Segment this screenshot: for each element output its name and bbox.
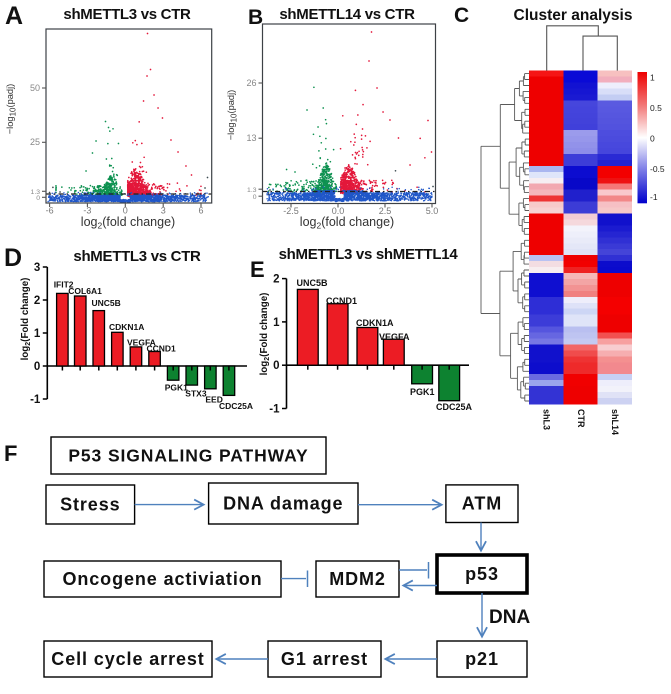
svg-text:CCND1: CCND1: [147, 344, 177, 354]
svg-text:3: 3: [161, 206, 166, 216]
svg-text:DNA damage: DNA damage: [223, 494, 343, 514]
svg-text:0: 0: [34, 361, 40, 373]
svg-text:0: 0: [36, 195, 40, 202]
svg-text:2: 2: [273, 274, 279, 286]
svg-text:−log10(padj): −log10(padj): [5, 84, 18, 135]
svg-text:shL14: shL14: [610, 409, 620, 435]
svg-text:ATM: ATM: [462, 494, 502, 514]
svg-text:0.5: 0.5: [650, 103, 662, 113]
svg-text:log2(fold change): log2(fold change): [300, 215, 394, 231]
svg-text:UNC5B: UNC5B: [297, 278, 329, 288]
svg-text:log2(Fold change): log2(Fold change): [20, 278, 32, 361]
svg-text:1: 1: [650, 73, 655, 83]
svg-text:-0.5: -0.5: [650, 164, 665, 174]
svg-text:3: 3: [34, 262, 40, 274]
svg-text:shMETTL3 vs CTR: shMETTL3 vs CTR: [63, 6, 191, 23]
svg-text:-2.5: -2.5: [283, 206, 299, 216]
svg-text:B: B: [248, 6, 263, 29]
svg-text:-1: -1: [650, 192, 658, 202]
svg-text:-1: -1: [30, 394, 41, 406]
svg-text:E: E: [250, 257, 265, 282]
svg-text:1.3: 1.3: [31, 189, 41, 196]
svg-text:DNA: DNA: [489, 607, 530, 628]
svg-text:UNC5B: UNC5B: [92, 298, 121, 308]
svg-text:0.0: 0.0: [332, 206, 345, 216]
svg-text:50: 50: [30, 83, 40, 93]
svg-text:VEGFA: VEGFA: [127, 338, 156, 348]
svg-text:0: 0: [253, 194, 257, 201]
svg-text:Oncogene activiation: Oncogene activiation: [62, 569, 262, 589]
svg-text:25: 25: [30, 137, 40, 147]
svg-text:F: F: [4, 441, 17, 466]
svg-text:−log10(padj): −log10(padj): [226, 90, 239, 141]
svg-text:A: A: [5, 2, 23, 30]
svg-text:5.0: 5.0: [426, 206, 439, 216]
svg-text:Cell cycle arrest: Cell cycle arrest: [51, 649, 204, 669]
svg-text:shMETTL3 vs CTR: shMETTL3 vs CTR: [73, 248, 201, 265]
svg-text:C: C: [454, 4, 469, 27]
svg-text:p21: p21: [465, 649, 499, 669]
svg-text:CDKN1A: CDKN1A: [356, 318, 394, 328]
svg-text:EED: EED: [205, 395, 222, 405]
svg-text:PGK1: PGK1: [165, 383, 188, 393]
svg-text:Cluster analysis: Cluster analysis: [514, 7, 633, 24]
svg-text:26: 26: [246, 78, 256, 88]
svg-text:STX3: STX3: [185, 389, 207, 399]
svg-text:1: 1: [273, 317, 280, 329]
svg-text:CDC25A: CDC25A: [436, 402, 473, 412]
svg-text:CTR: CTR: [576, 409, 586, 428]
svg-text:shMETTL14 vs CTR: shMETTL14 vs CTR: [279, 6, 415, 23]
svg-text:CCND1: CCND1: [326, 296, 357, 306]
svg-text:-6: -6: [46, 206, 54, 216]
svg-text:log2(Fold change): log2(Fold change): [259, 293, 271, 376]
svg-text:MDM2: MDM2: [329, 569, 386, 589]
svg-text:PGK1: PGK1: [410, 387, 435, 397]
svg-text:CDKN1A: CDKN1A: [109, 322, 144, 332]
svg-text:13: 13: [246, 133, 256, 143]
svg-text:1.3: 1.3: [247, 187, 257, 194]
svg-text:log2(fold change): log2(fold change): [81, 215, 175, 231]
svg-text:IFIT2: IFIT2: [54, 280, 74, 290]
svg-text:Stress: Stress: [60, 495, 120, 515]
svg-text:G1 arrest: G1 arrest: [281, 649, 368, 669]
svg-text:1: 1: [34, 328, 41, 340]
svg-text:0: 0: [123, 206, 128, 216]
svg-text:2.5: 2.5: [379, 206, 392, 216]
svg-text:COL6A1: COL6A1: [68, 286, 102, 296]
svg-text:p53: p53: [465, 564, 499, 584]
svg-text:2: 2: [34, 295, 40, 307]
svg-text:VEGFA: VEGFA: [379, 332, 410, 342]
svg-text:CDC25A: CDC25A: [219, 401, 253, 411]
svg-text:shMETTL3 vs shMETTL14: shMETTL3 vs shMETTL14: [279, 246, 459, 263]
svg-text:D: D: [4, 244, 22, 272]
svg-text:6: 6: [198, 206, 203, 216]
svg-text:P53 SIGNALING PATHWAY: P53 SIGNALING PATHWAY: [68, 446, 308, 466]
svg-text:0: 0: [273, 360, 279, 372]
svg-text:-3: -3: [83, 206, 91, 216]
svg-text:-1: -1: [269, 404, 280, 416]
svg-text:shL3: shL3: [542, 409, 552, 430]
svg-text:0: 0: [650, 134, 655, 144]
